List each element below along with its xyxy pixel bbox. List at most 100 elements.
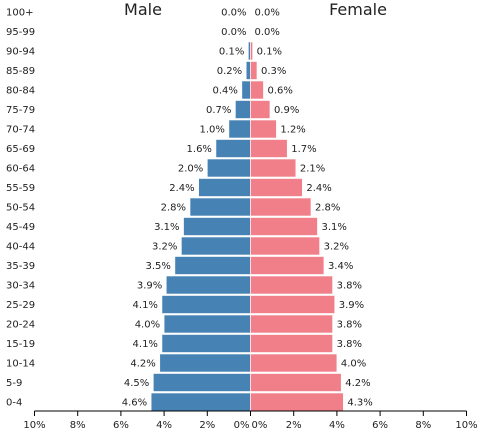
male-value-label: 0.4% [212,86,237,97]
age-group-label: 60-64 [6,164,35,175]
male-bar [161,334,251,353]
female-bar [250,295,336,314]
x-tick-label: 2% [199,420,215,431]
age-group-label: 45-49 [6,222,35,233]
female-value-label: 1.2% [280,125,305,136]
x-tick-label: 4% [329,420,345,431]
age-group-label: 75-79 [6,105,35,116]
male-value-label: 2.4% [169,183,194,194]
male-value-label: 0.2% [217,66,242,77]
male-value-label: 4.6% [122,398,147,409]
female-value-label: 2.1% [300,164,325,175]
female-bar [250,217,318,236]
x-tick-label: 8% [70,420,86,431]
age-group-label: 55-59 [6,183,35,194]
female-bar [250,314,333,334]
male-bar [163,314,251,334]
age-group-label: 20-24 [6,320,35,331]
female-value-label: 0.1% [257,47,282,58]
male-value-label: 1.0% [199,125,224,136]
female-value-label: 3.9% [339,300,364,311]
female-value-label: 3.8% [337,281,362,292]
female-value-label: 0.3% [261,66,286,77]
female-bar [250,61,258,80]
pyramid-rows: 100+ 0.0% 0.0% 95-99 0.0% 0.0% 90-94 0.1% 0.1% 85… [6,2,373,412]
male-value-label: 3.9% [137,281,162,292]
female-value-label: 3.2% [324,242,349,253]
female-bar [250,256,325,275]
male-bar [174,256,251,275]
age-group-label: 0-4 [6,398,22,409]
male-value-label: 0.1% [219,47,244,58]
male-value-label: 4.0% [135,320,160,331]
female-bar [250,119,277,139]
male-value-label: 1.6% [187,144,212,155]
male-value-label: 0.0% [221,27,246,38]
male-value-label: 3.2% [152,242,177,253]
male-value-label: 3.1% [154,222,179,233]
x-tick-label: 6% [372,420,388,431]
age-group-label: 80-84 [6,86,35,97]
female-value-label: 4.3% [347,398,372,409]
age-group-label: 30-34 [6,281,35,292]
male-bar [235,100,251,119]
x-tick-label: 8% [415,420,431,431]
female-value-label: 3.1% [321,222,346,233]
female-value-label: 3.4% [328,261,353,272]
age-group-label: 85-89 [6,66,35,77]
female-value-label: 3.8% [337,339,362,350]
age-group-label: 10-14 [6,359,35,370]
male-bar [183,217,251,236]
male-value-label: 4.5% [124,378,149,389]
x-tick-label: 10% [455,420,477,431]
female-value-label: 0.0% [255,27,280,38]
female-bar [250,178,303,197]
male-value-label: 4.2% [130,359,155,370]
age-group-label: 5-9 [6,378,22,389]
female-value-label: 3.8% [337,320,362,331]
male-bar [228,119,251,139]
age-group-label: 95-99 [6,27,35,38]
male-bar [150,392,251,412]
female-bar [250,392,344,412]
age-group-label: 25-29 [6,300,35,311]
female-bar [250,353,338,373]
male-bar [161,295,251,314]
female-bar [250,41,253,61]
x-tick-label: 0% [234,420,250,431]
age-group-label: 15-19 [6,339,35,350]
male-bar [159,353,251,373]
female-value-label: 2.8% [315,203,340,214]
male-bar [241,80,251,100]
x-axis: 10% 8% 6% 4% 2% 0% 0% 2% 4% 6% 8% 10% [23,410,478,431]
age-group-label: 100+ [6,8,33,19]
x-tick-label: 0% [252,420,268,431]
age-group-label: 65-69 [6,144,35,155]
male-bar [215,139,251,158]
female-value-label: 0.6% [267,86,292,97]
male-value-label: 0.0% [221,8,246,19]
male-value-label: 0.7% [206,105,231,116]
female-bar [250,139,288,158]
x-tick-label: 10% [23,420,45,431]
female-value-label: 0.0% [255,8,280,19]
x-tick-label: 6% [113,420,129,431]
x-tick-label: 2% [286,420,302,431]
female-value-label: 0.9% [274,105,299,116]
male-value-label: 4.1% [133,339,158,350]
male-bar [189,197,251,217]
female-bar [250,236,320,256]
male-value-label: 4.1% [133,300,158,311]
female-bar [250,100,271,119]
female-bar [250,158,297,178]
male-bar [245,61,251,80]
age-group-label: 40-44 [6,242,35,253]
female-value-label: 1.7% [291,144,316,155]
male-value-label: 2.0% [178,164,203,175]
male-bar [248,41,251,61]
x-tick-label: 4% [156,420,172,431]
female-bar [250,80,264,100]
male-value-label: 2.8% [161,203,186,214]
age-group-label: 50-54 [6,203,35,214]
